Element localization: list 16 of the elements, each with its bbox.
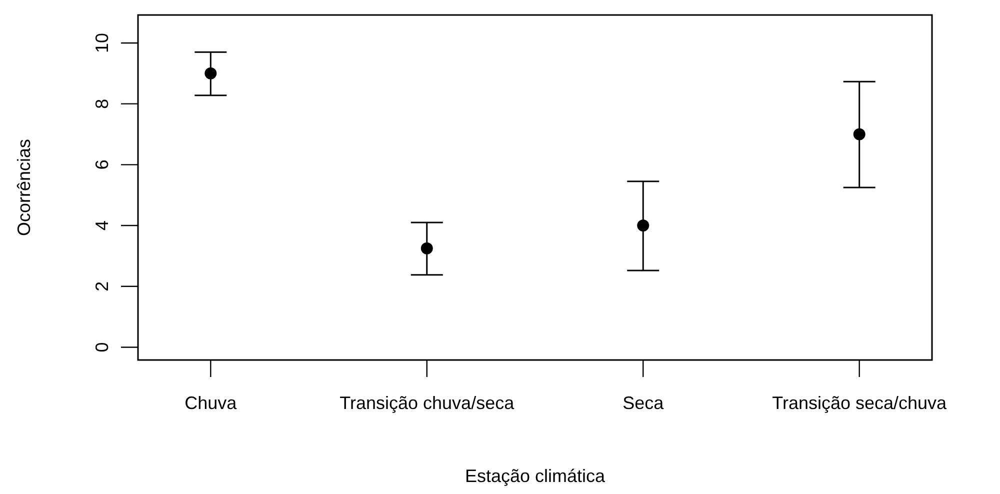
point: [853, 128, 866, 140]
x-tick-label: Seca: [622, 393, 665, 413]
y-tick-label: 2: [92, 281, 112, 292]
x-tick-label: Transição seca/chuva: [772, 393, 948, 413]
y-tick-label: 8: [92, 98, 112, 109]
y-axis-title: Ocorrências: [14, 138, 34, 236]
x-tick-label: Transição chuva/seca: [340, 393, 516, 413]
point: [420, 242, 433, 254]
y-tick-label: 10: [92, 32, 112, 54]
y-tick-label: 6: [92, 160, 112, 170]
point: [637, 220, 650, 232]
x-tick-label: Chuva: [184, 393, 238, 413]
y-tick-label: 0: [92, 342, 112, 352]
x-axis-title: Estação climática: [464, 466, 606, 486]
y-tick-label: 4: [92, 220, 112, 231]
point: [204, 67, 217, 80]
